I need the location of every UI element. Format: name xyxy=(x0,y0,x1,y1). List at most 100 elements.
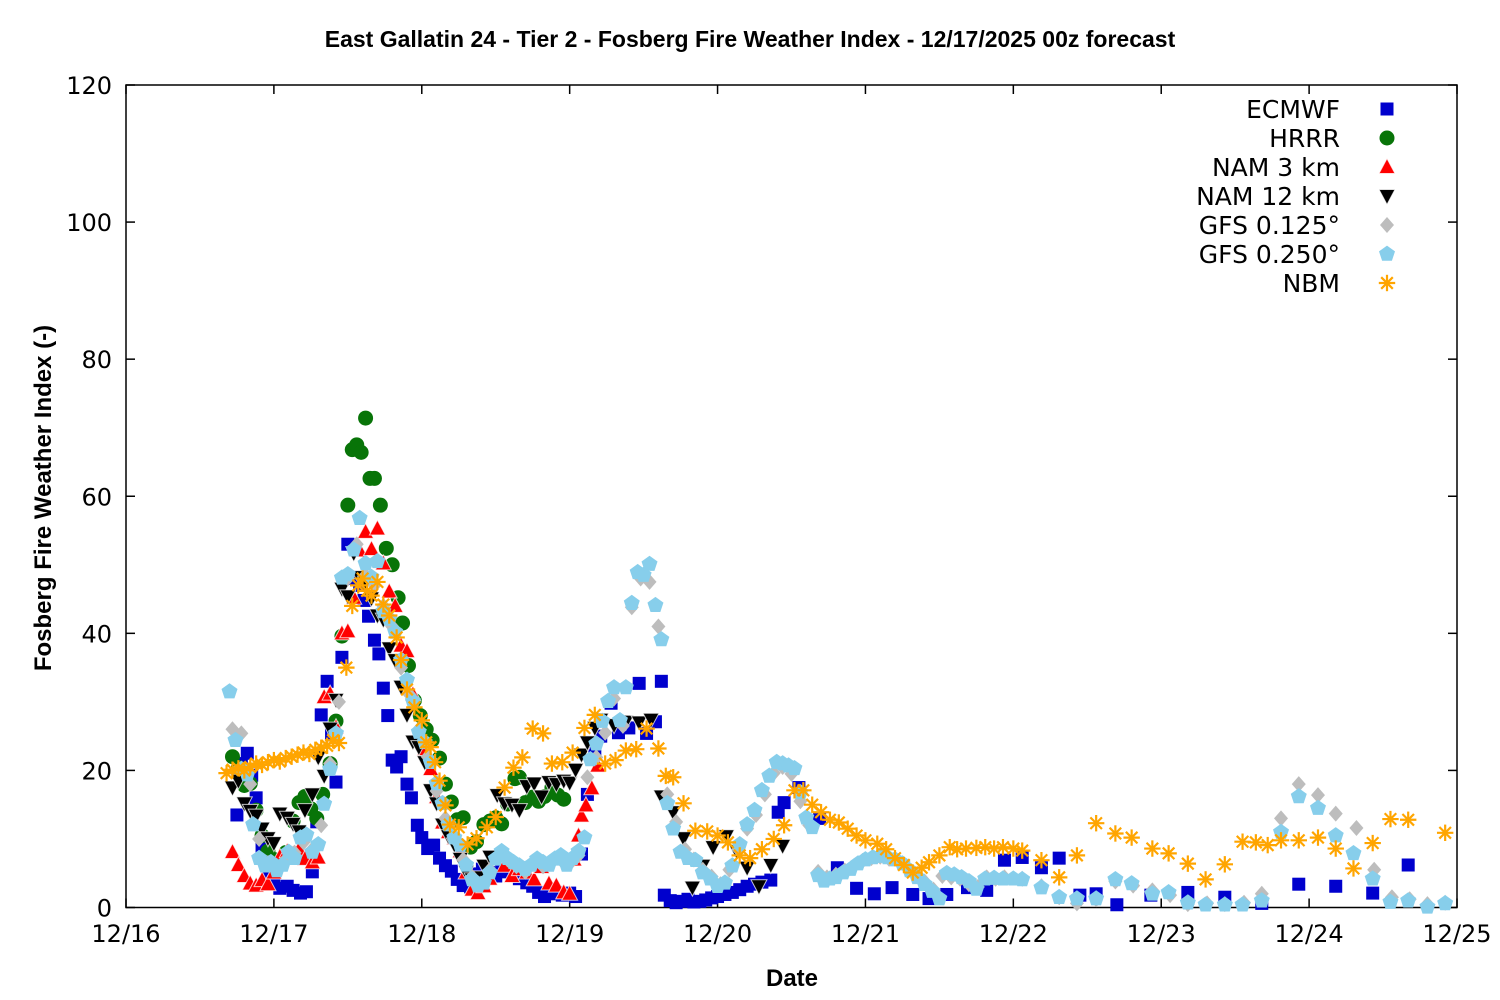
pentagon-marker xyxy=(724,857,741,873)
legend-label: GFS 0.250° xyxy=(1199,240,1340,269)
series-nam-12-km-points xyxy=(223,546,792,898)
asterisk-marker xyxy=(1160,845,1177,862)
asterisk-marker xyxy=(1327,840,1344,857)
diamond-marker xyxy=(1291,776,1306,793)
legend-label: NAM 3 km xyxy=(1212,153,1340,182)
series-gfs-0-125--points xyxy=(225,536,1453,913)
asterisk-marker xyxy=(1290,832,1307,849)
asterisk-marker xyxy=(628,740,645,758)
pentagon-marker xyxy=(245,816,262,832)
pentagon-marker xyxy=(286,849,303,865)
circle-marker xyxy=(1379,130,1395,146)
square-marker xyxy=(240,746,254,760)
series-hrrr-points xyxy=(224,410,572,872)
y-tick-label: 60 xyxy=(81,483,112,511)
pentagon-marker xyxy=(1107,870,1124,887)
asterisk-marker xyxy=(1364,834,1381,852)
pentagon-marker xyxy=(761,767,778,783)
pentagon-marker xyxy=(786,759,803,776)
square-marker xyxy=(381,709,395,723)
pentagon-marker xyxy=(316,795,333,811)
triangle-down-marker xyxy=(296,803,314,820)
pentagon-marker xyxy=(588,735,605,751)
asterisk-marker xyxy=(687,822,704,839)
asterisk-marker xyxy=(413,712,430,729)
triangle-down-marker xyxy=(510,803,529,820)
pentagon-marker xyxy=(1437,894,1454,911)
triangle-up-marker xyxy=(229,855,248,873)
x-tick-label: 12/19 xyxy=(535,920,604,948)
asterisk-marker xyxy=(1005,840,1022,857)
pentagon-marker xyxy=(804,818,821,835)
square-marker xyxy=(1366,886,1380,900)
asterisk-marker xyxy=(741,849,759,867)
asterisk-marker xyxy=(857,832,874,849)
pentagon-marker xyxy=(351,509,368,525)
y-tick-label: 120 xyxy=(66,72,112,100)
pentagon-marker xyxy=(1290,788,1307,804)
square-marker xyxy=(394,750,408,764)
asterisk-marker xyxy=(388,629,405,646)
pentagon-marker xyxy=(1382,893,1399,909)
circle-marker xyxy=(378,540,394,556)
diamond-marker xyxy=(1328,805,1343,822)
square-marker xyxy=(390,760,404,774)
series-ecmwf-points xyxy=(230,537,1415,912)
asterisk-marker xyxy=(607,751,624,769)
pentagon-marker xyxy=(716,874,733,890)
triangle-up-marker xyxy=(560,884,579,901)
diamond-marker xyxy=(580,769,595,786)
asterisk-marker xyxy=(765,830,782,848)
asterisk-marker xyxy=(1345,860,1362,877)
asterisk-marker xyxy=(886,849,904,867)
legend-item-ecmwf: ECMWF xyxy=(1246,95,1394,124)
asterisk-marker xyxy=(1050,869,1068,886)
asterisk-marker xyxy=(650,740,667,757)
legend-item-gfs-0-125-: GFS 0.125° xyxy=(1199,211,1394,240)
x-tick-label: 12/20 xyxy=(683,920,752,948)
asterisk-marker xyxy=(1216,856,1234,873)
asterisk-marker xyxy=(821,811,839,828)
triangle-up-marker xyxy=(583,778,601,796)
square-marker xyxy=(415,831,429,845)
square-marker xyxy=(1292,877,1306,891)
asterisk-marker xyxy=(1382,810,1399,828)
asterisk-marker xyxy=(1087,814,1105,832)
triangle-down-marker xyxy=(532,789,551,807)
square-marker xyxy=(777,796,791,810)
asterisk-marker xyxy=(830,814,848,831)
pentagon-marker xyxy=(274,856,291,872)
pentagon-marker xyxy=(1068,890,1085,906)
legend-label: NBM xyxy=(1283,269,1340,298)
square-marker xyxy=(1110,898,1124,912)
asterisk-marker xyxy=(1272,832,1290,849)
pentagon-marker xyxy=(322,760,339,776)
asterisk-marker xyxy=(968,839,985,857)
asterisk-marker xyxy=(664,769,682,786)
triangle-down-marker xyxy=(525,776,544,794)
asterisk-marker xyxy=(1197,871,1214,888)
pentagon-marker xyxy=(746,801,763,817)
diamond-marker xyxy=(598,724,613,741)
asterisk-marker xyxy=(977,838,994,856)
asterisk-marker xyxy=(931,847,948,864)
square-marker xyxy=(249,791,263,805)
square-marker xyxy=(372,647,386,661)
pentagon-marker xyxy=(1051,888,1068,905)
pentagon-marker xyxy=(1379,245,1395,261)
asterisk-marker xyxy=(994,838,1012,856)
square-marker xyxy=(410,818,424,832)
asterisk-marker xyxy=(1259,836,1276,854)
pentagon-marker xyxy=(1327,827,1344,843)
pentagon-marker xyxy=(600,692,617,708)
pentagon-marker xyxy=(659,794,676,811)
asterisk-marker xyxy=(576,719,593,737)
asterisk-marker xyxy=(468,830,485,847)
square-marker xyxy=(885,881,899,895)
y-tick-label: 40 xyxy=(81,620,112,648)
asterisk-marker xyxy=(617,742,635,759)
asterisk-marker xyxy=(1144,840,1161,857)
square-marker xyxy=(329,775,343,789)
pentagon-marker xyxy=(687,851,704,868)
triangle-down-marker xyxy=(560,775,579,793)
